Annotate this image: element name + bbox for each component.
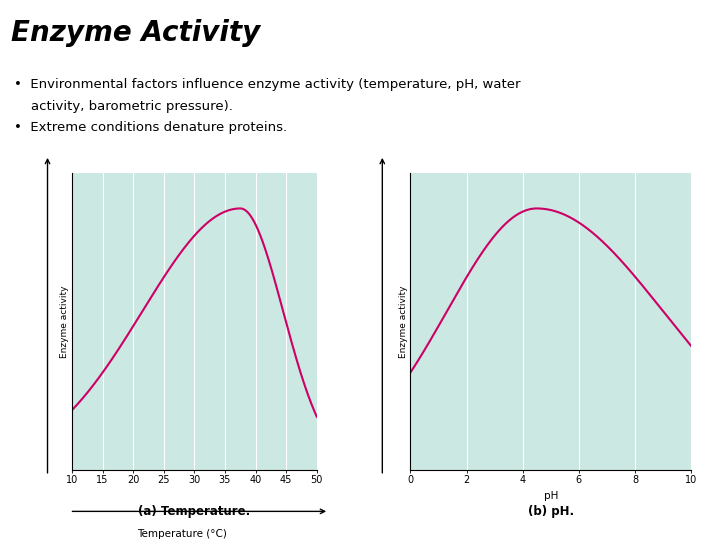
Text: activity, barometric pressure).: activity, barometric pressure).	[14, 100, 233, 113]
Text: (a) Temperature.: (a) Temperature.	[138, 505, 251, 518]
Text: Enzyme Activity: Enzyme Activity	[11, 19, 260, 47]
Text: •  Environmental factors influence enzyme activity (temperature, pH, water: • Environmental factors influence enzyme…	[14, 78, 521, 91]
Text: Temperature (°C): Temperature (°C)	[138, 529, 227, 539]
X-axis label: pH: pH	[544, 491, 558, 501]
Text: (b) pH.: (b) pH.	[528, 505, 574, 518]
Y-axis label: Enzyme activity: Enzyme activity	[60, 285, 69, 357]
Text: •  Extreme conditions denature proteins.: • Extreme conditions denature proteins.	[14, 122, 287, 134]
Y-axis label: Enzyme activity: Enzyme activity	[399, 285, 408, 357]
